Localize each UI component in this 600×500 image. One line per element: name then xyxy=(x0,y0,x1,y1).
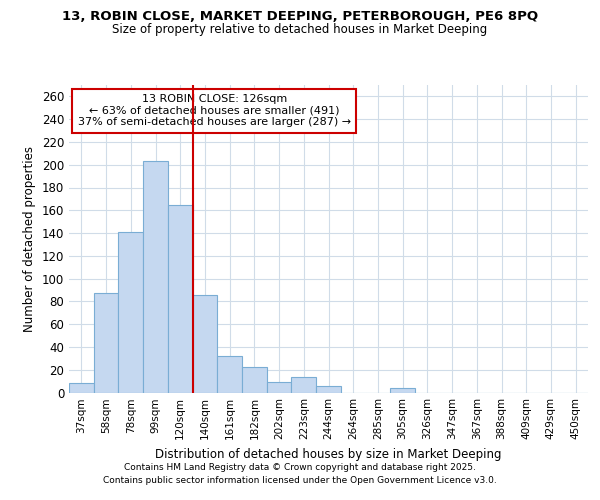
Bar xyxy=(292,376,316,392)
Text: Contains public sector information licensed under the Open Government Licence v3: Contains public sector information licen… xyxy=(103,476,497,485)
Bar xyxy=(193,294,217,392)
Bar xyxy=(242,368,267,392)
Bar xyxy=(217,356,242,393)
Bar xyxy=(267,382,292,392)
Bar xyxy=(390,388,415,392)
Text: Contains HM Land Registry data © Crown copyright and database right 2025.: Contains HM Land Registry data © Crown c… xyxy=(124,464,476,472)
Bar xyxy=(118,232,143,392)
Bar xyxy=(168,204,193,392)
X-axis label: Distribution of detached houses by size in Market Deeping: Distribution of detached houses by size … xyxy=(155,448,502,461)
Bar xyxy=(94,294,118,392)
Text: Size of property relative to detached houses in Market Deeping: Size of property relative to detached ho… xyxy=(112,22,488,36)
Text: 13, ROBIN CLOSE, MARKET DEEPING, PETERBOROUGH, PE6 8PQ: 13, ROBIN CLOSE, MARKET DEEPING, PETERBO… xyxy=(62,10,538,23)
Y-axis label: Number of detached properties: Number of detached properties xyxy=(23,146,36,332)
Bar xyxy=(69,384,94,392)
Bar xyxy=(316,386,341,392)
Text: 13 ROBIN CLOSE: 126sqm
← 63% of detached houses are smaller (491)
37% of semi-de: 13 ROBIN CLOSE: 126sqm ← 63% of detached… xyxy=(78,94,351,128)
Bar xyxy=(143,162,168,392)
